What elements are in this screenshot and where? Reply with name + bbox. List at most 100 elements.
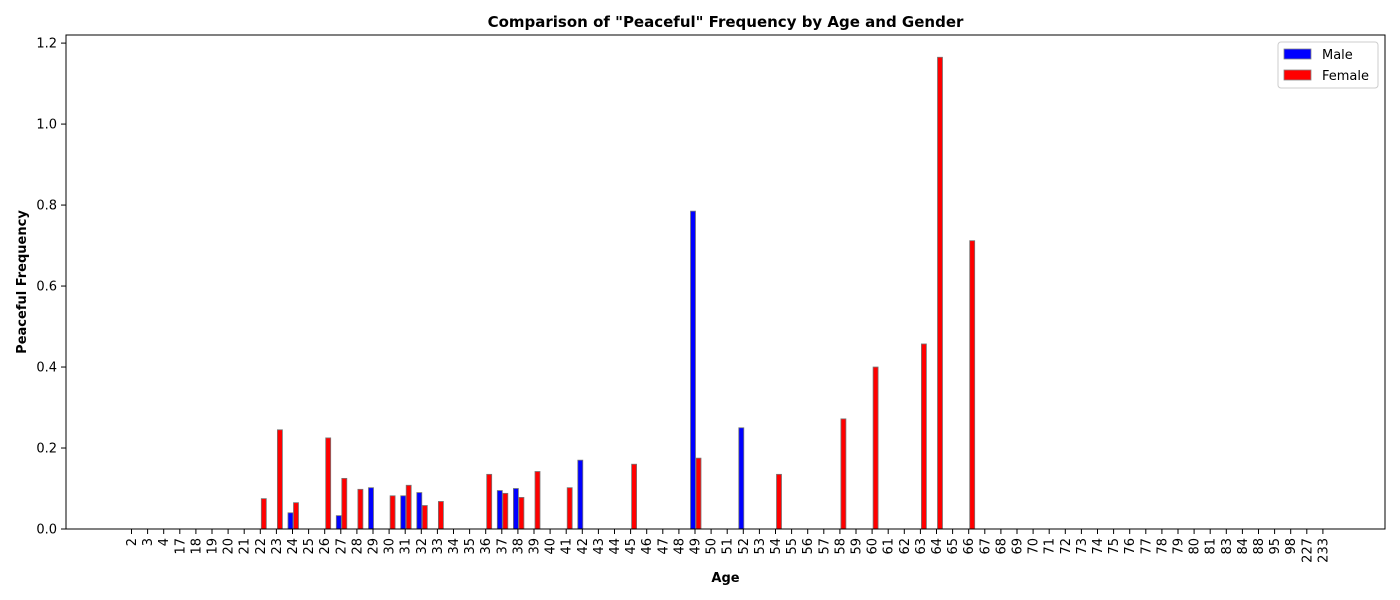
chart-title: Comparison of "Peaceful" Frequency by Ag… xyxy=(488,13,964,31)
y-tick-label: 0.8 xyxy=(36,199,57,214)
bar-female-45 xyxy=(631,463,637,530)
x-tick-label: 22 xyxy=(254,538,269,555)
bar-female-58 xyxy=(840,418,847,530)
x-tick-label: 37 xyxy=(495,538,510,555)
x-tick-label: 24 xyxy=(286,538,301,555)
x-tick-label: 36 xyxy=(479,538,494,555)
x-tick-label: 78 xyxy=(1155,538,1170,555)
x-tick-label: 40 xyxy=(544,538,559,555)
x-tick-label: 25 xyxy=(302,538,317,555)
bar-male-37 xyxy=(496,490,503,530)
x-tick-label: 75 xyxy=(1107,538,1122,555)
x-tick-label: 46 xyxy=(640,538,655,555)
x-tick-label: 64 xyxy=(930,538,945,555)
x-tick-label: 227 xyxy=(1300,538,1315,563)
bar-female-23 xyxy=(276,429,283,530)
x-tick-label: 61 xyxy=(882,538,897,555)
x-tick-label: 53 xyxy=(753,538,768,555)
bar-female-26 xyxy=(325,437,332,530)
x-tick-label: 39 xyxy=(528,538,543,555)
x-tick-label: 20 xyxy=(222,538,237,555)
x-tick-label: 28 xyxy=(350,538,365,555)
x-tick-label: 38 xyxy=(511,538,526,555)
x-tick-label: 95 xyxy=(1268,538,1283,555)
x-tick-label: 49 xyxy=(689,538,704,555)
x-tick-label: 51 xyxy=(721,538,736,555)
y-tick-label: 1.0 xyxy=(36,118,57,133)
bar-female-31 xyxy=(405,484,412,530)
x-tick-label: 31 xyxy=(399,538,414,555)
bar-female-49 xyxy=(695,457,702,530)
x-tick-label: 73 xyxy=(1075,538,1090,555)
x-tick-label: 47 xyxy=(656,538,671,555)
y-tick-label: 0.6 xyxy=(36,280,57,295)
legend-swatch-female xyxy=(1283,69,1312,81)
legend-swatch-male xyxy=(1283,48,1312,60)
x-tick-label: 19 xyxy=(206,538,221,555)
bar-male-31 xyxy=(400,495,407,530)
x-tick-label: 33 xyxy=(431,538,446,555)
bar-female-38 xyxy=(518,497,525,530)
y-tick-label: 0.4 xyxy=(36,361,57,376)
x-tick-label: 98 xyxy=(1284,538,1299,555)
x-tick-label: 32 xyxy=(415,538,430,555)
x-tick-label: 70 xyxy=(1027,538,1042,555)
x-tick-label: 60 xyxy=(866,538,881,555)
x-tick-label: 66 xyxy=(962,538,977,555)
x-axis: 2 3 4 17 18 19 20 21 22 23 24 25 26 27 28 29 30 31 32 33 34 3… xyxy=(125,529,1331,563)
x-tick-label: 23 xyxy=(270,538,285,555)
x-tick-label: 79 xyxy=(1172,538,1187,555)
bar-male-29 xyxy=(368,487,374,530)
bar-female-24 xyxy=(293,502,299,530)
bar-female-54 xyxy=(776,473,782,530)
x-tick-label: 57 xyxy=(817,538,832,555)
x-tick-label: 44 xyxy=(608,538,623,555)
bar-female-28 xyxy=(357,488,364,530)
y-axis: 0.0 0.2 0.4 0.6 0.8 1.0 1.2 xyxy=(36,37,66,538)
y-tick-label: 1.2 xyxy=(36,37,57,52)
x-tick-label: 74 xyxy=(1091,538,1106,555)
x-tick-label: 76 xyxy=(1123,538,1138,555)
bar-female-33 xyxy=(437,501,444,530)
legend-label-male: Male xyxy=(1322,48,1353,63)
bar-female-32 xyxy=(421,505,428,530)
x-tick-label: 17 xyxy=(173,538,188,555)
bar-male-42 xyxy=(577,459,584,530)
x-tick-label: 43 xyxy=(592,538,607,555)
legend-label-female: Female xyxy=(1322,69,1369,84)
x-tick-label: 34 xyxy=(447,538,462,555)
bar-male-49 xyxy=(690,210,696,530)
bar-male-27 xyxy=(335,515,342,530)
x-tick-label: 42 xyxy=(576,538,591,555)
bar-female-30 xyxy=(389,495,396,530)
x-tick-label: 84 xyxy=(1236,538,1251,555)
bar-female-64 xyxy=(937,56,943,530)
legend: Male Female xyxy=(1277,41,1379,89)
x-tick-label: 2 xyxy=(125,538,140,546)
x-tick-label: 50 xyxy=(705,538,720,555)
bar-female-36 xyxy=(486,473,493,530)
x-tick-label: 83 xyxy=(1220,538,1235,555)
x-tick-label: 81 xyxy=(1204,538,1219,555)
x-tick-label: 55 xyxy=(785,538,800,555)
x-tick-label: 58 xyxy=(833,538,848,555)
bar-female-37 xyxy=(502,492,509,530)
x-tick-label: 72 xyxy=(1059,538,1074,555)
x-tick-label: 69 xyxy=(1011,538,1026,555)
x-tick-label: 30 xyxy=(383,538,398,555)
x-tick-label: 62 xyxy=(898,538,913,555)
x-tick-label: 54 xyxy=(769,538,784,555)
x-tick-label: 88 xyxy=(1252,538,1267,555)
bar-male-38 xyxy=(513,488,519,530)
x-axis-label: Age xyxy=(711,571,739,586)
x-tick-label: 65 xyxy=(946,538,961,555)
x-tick-label: 52 xyxy=(737,538,752,555)
x-tick-label: 41 xyxy=(560,538,575,555)
x-tick-label: 48 xyxy=(672,538,687,555)
x-tick-label: 59 xyxy=(850,538,865,555)
x-tick-label: 233 xyxy=(1316,538,1331,563)
y-tick-label: 0.0 xyxy=(36,523,57,538)
plot-area xyxy=(260,56,976,530)
x-tick-label: 71 xyxy=(1043,538,1058,555)
